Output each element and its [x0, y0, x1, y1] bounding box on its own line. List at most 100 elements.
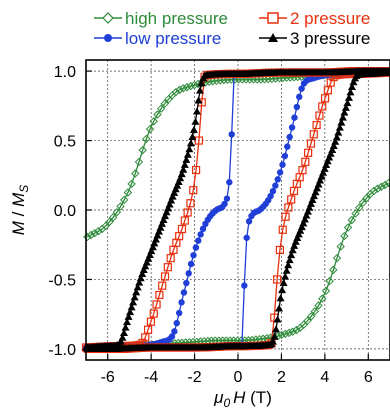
- 3-pressure-point-234: [133, 283, 142, 291]
- 3-pressure-point-25: [348, 82, 356, 90]
- 3-pressure-point-254: [164, 204, 173, 212]
- 3-pressure-point-242: [145, 250, 154, 258]
- low-pressure-point-188: [226, 179, 233, 186]
- high-pressure-point-163: [377, 182, 386, 191]
- high-pressure-point-73: [116, 202, 125, 211]
- low-pressure-point-173: [190, 252, 197, 259]
- x-label-sub: 0: [223, 396, 230, 410]
- x-tick-label-6: 6: [364, 369, 373, 386]
- 3-pressure-point-235: [135, 278, 144, 286]
- legend-item-high-pressure: high pressure: [94, 9, 228, 28]
- y-tick-label-2: 0.0: [54, 203, 76, 220]
- high-pressure-point-65: [145, 124, 155, 134]
- high-pressure-point-157: [354, 203, 364, 213]
- low-pressure-point-186: [221, 200, 228, 208]
- 2-pressure-point-34: [289, 186, 299, 196]
- high-pressure-point-68: [134, 157, 144, 167]
- high-pressure-point-151: [332, 253, 342, 263]
- 3-pressure-point-231: [129, 298, 138, 306]
- high-pressure-point-57: [175, 85, 184, 95]
- high-pressure-point-138: [284, 328, 294, 338]
- 2-pressure-point-22: [323, 86, 332, 95]
- low-pressure-point-44: [281, 152, 289, 160]
- 2-pressure-point-138: [166, 254, 175, 263]
- 3-pressure-point-245: [150, 239, 159, 247]
- 2-pressure-point-29: [304, 148, 313, 157]
- 2-pressure-point-27: [309, 130, 318, 139]
- low-pressure-point-40: [291, 114, 298, 121]
- 3-pressure-point-31: [338, 113, 347, 121]
- 2-pressure-point-134: [155, 290, 164, 300]
- 3-pressure-point-241: [144, 254, 153, 262]
- 3-pressure-point-227: [123, 318, 132, 326]
- high-pressure-point-153: [340, 231, 349, 241]
- low-pressure-point-36: [300, 80, 308, 87]
- 3-pressure-point-248: [154, 227, 163, 235]
- 3-pressure-point-246: [151, 235, 160, 243]
- low-pressure-point-176: [197, 231, 204, 238]
- high-pressure-point-159: [362, 193, 371, 203]
- high-pressure-point-71: [123, 188, 133, 197]
- series-layer: [81, 67, 390, 353]
- 2-pressure-point-40: [272, 275, 282, 284]
- x-label-mu: μ: [213, 388, 224, 407]
- x-tick-label-5: 4: [320, 369, 329, 386]
- 3-pressure-point-266: [182, 155, 191, 163]
- low-pressure-point-58: [248, 212, 255, 220]
- 3-pressure-point-263: [177, 170, 186, 178]
- 3-pressure-point-236: [136, 274, 145, 282]
- 2-pressure-point-147: [191, 165, 201, 175]
- series-3-pressure: [82, 67, 390, 352]
- high-pressure-point-149: [325, 276, 334, 286]
- 3-pressure-point-255: [165, 200, 174, 208]
- 2-pressure-point-142: [177, 224, 187, 234]
- 3-pressure-point-33: [335, 123, 344, 131]
- 3-pressure-point-63: [290, 241, 299, 249]
- 2-pressure-point-146: [189, 186, 198, 195]
- low-pressure-point-171: [185, 270, 192, 277]
- 3-pressure-point-32: [337, 118, 346, 126]
- 3-pressure-point-67: [284, 261, 293, 269]
- 2-pressure-point-23: [320, 94, 330, 103]
- 3-pressure-point-27: [344, 93, 353, 101]
- 2-pressure-point-28: [306, 139, 316, 148]
- 3-pressure-point-270: [188, 133, 197, 140]
- 3-pressure-point-250: [158, 219, 166, 227]
- low-pressure-point-169: [180, 289, 188, 296]
- 3-pressure-point-249: [156, 223, 165, 231]
- 3-pressure-point-261: [174, 178, 183, 186]
- 3-pressure-point-252: [161, 212, 170, 220]
- low-pressure-point-170: [183, 279, 190, 287]
- tick-marks: [86, 70, 369, 360]
- x-tick-label-1: -4: [144, 369, 158, 386]
- 3-pressure-point-74: [273, 315, 282, 323]
- 3-pressure-point-253: [162, 208, 171, 216]
- high-pressure-point-34: [260, 75, 269, 84]
- 3-pressure-point-275: [196, 86, 204, 94]
- x-axis-label: μ0 H (T): [213, 388, 272, 410]
- 3-pressure-point-224: [118, 333, 127, 341]
- 3-pressure-point-265: [180, 160, 189, 168]
- high-pressure-point-164: [380, 180, 390, 190]
- high-pressure-point-69: [131, 169, 140, 178]
- high-pressure-point-64: [149, 117, 158, 126]
- 2-pressure-point-21: [326, 78, 335, 87]
- y-tick-label-1: -0.5: [48, 272, 76, 289]
- 3-pressure-point-238: [139, 266, 148, 274]
- high-pressure-point-72: [120, 195, 129, 205]
- y-axis-label: M / MS: [9, 185, 31, 236]
- low-pressure-point-49: [269, 187, 277, 195]
- high-pressure-point-148: [321, 286, 331, 296]
- legend-item-low-pressure: low pressure: [94, 29, 221, 48]
- 3-pressure-point-258: [170, 188, 179, 196]
- high-pressure-point-60: [164, 94, 173, 104]
- 3-pressure-point-268: [185, 145, 194, 153]
- 3-pressure-point-240: [142, 258, 151, 266]
- high-pressure-point-41: [234, 75, 243, 84]
- 3-pressure-point-228: [124, 312, 133, 320]
- high-pressure-point-61: [160, 99, 170, 108]
- high-pressure-point-81: [86, 230, 96, 240]
- 3-pressure-point-225: [120, 329, 128, 337]
- high-pressure-point-161: [369, 186, 379, 196]
- high-pressure-point-156: [351, 209, 360, 218]
